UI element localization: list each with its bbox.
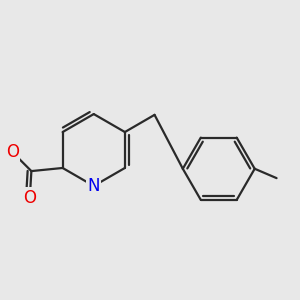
Text: N: N xyxy=(88,177,100,195)
Text: O: O xyxy=(6,143,19,161)
Text: O: O xyxy=(23,189,36,207)
